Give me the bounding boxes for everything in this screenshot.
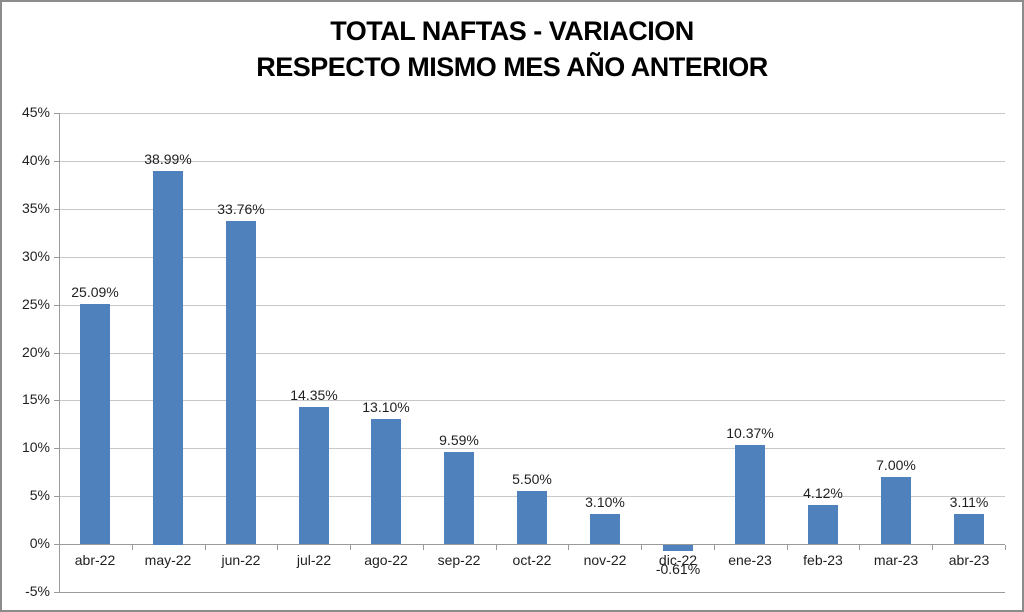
x-axis-label-ene-23: ene-23: [728, 552, 772, 568]
bar-feb-23: [808, 505, 838, 544]
bar-abr-23: [954, 514, 984, 544]
data-label-may-22: 38.99%: [144, 151, 192, 167]
y-gridline: [59, 448, 1005, 449]
data-label-abr-23: 3.11%: [949, 494, 989, 510]
x-axis-label-jul-22: jul-22: [296, 552, 332, 568]
bar-ago-22: [371, 419, 401, 544]
data-label-jun-22: 33.76%: [217, 201, 265, 217]
bar-oct-22: [517, 491, 547, 544]
x-axis-tick: [932, 545, 933, 550]
x-axis-tick: [568, 545, 569, 550]
y-axis-label: 10%: [21, 439, 50, 455]
y-axis-label: 45%: [21, 104, 50, 120]
x-axis-tick: [496, 545, 497, 550]
x-axis-line: [59, 592, 1005, 593]
y-axis-tick: [54, 400, 59, 401]
x-axis-tick: [1005, 545, 1006, 550]
y-gridline: [59, 400, 1005, 401]
x-axis-label-ago-22: ago-22: [364, 552, 408, 568]
x-axis-tick: [859, 545, 860, 550]
x-axis-label-sep-22: sep-22: [437, 552, 481, 568]
data-label-dic-22: -0.61%: [655, 561, 701, 577]
bar-ene-23: [735, 445, 765, 544]
y-gridline: [59, 113, 1005, 114]
x-axis-label-abr-22: abr-22: [74, 552, 116, 568]
x-axis-tick: [132, 545, 133, 550]
x-axis-label-oct-22: oct-22: [512, 552, 552, 568]
y-axis-label: 0%: [29, 535, 50, 551]
x-axis-label-nov-22: nov-22: [583, 552, 627, 568]
bar-jul-22: [299, 407, 329, 544]
x-axis-label-feb-23: feb-23: [803, 552, 843, 568]
data-label-ago-22: 13.10%: [362, 399, 410, 415]
bar-abr-22: [80, 304, 110, 544]
x-axis-label-abr-23: abr-23: [948, 552, 990, 568]
y-axis-label: 5%: [29, 487, 50, 503]
bar-may-22: [153, 171, 183, 545]
y-axis-tick: [54, 496, 59, 497]
y-axis-label: -5%: [25, 583, 50, 599]
data-label-feb-23: 4.12%: [803, 485, 843, 501]
x-axis-tick: [350, 545, 351, 550]
data-label-mar-23: 7.00%: [876, 457, 916, 473]
y-gridline: [59, 257, 1005, 258]
y-gridline: [59, 209, 1005, 210]
bar-sep-22: [444, 452, 474, 544]
y-axis-tick: [54, 353, 59, 354]
y-axis-label: 15%: [21, 391, 50, 407]
bar-dic-22: [663, 545, 693, 551]
chart-title-line-2: RESPECTO MISMO MES AÑO ANTERIOR: [256, 52, 768, 82]
y-axis-tick: [54, 113, 59, 114]
y-axis-tick: [54, 161, 59, 162]
bar-nov-22: [590, 514, 620, 544]
x-axis-tick: [423, 545, 424, 550]
x-axis-tick: [787, 545, 788, 550]
x-axis-label-may-22: may-22: [144, 552, 192, 568]
y-axis-label: 30%: [21, 248, 50, 264]
x-axis-line: [59, 544, 1005, 545]
y-axis-tick: [54, 544, 59, 545]
bar-mar-23: [881, 477, 911, 544]
x-axis-tick: [205, 545, 206, 550]
y-axis-line: [59, 113, 60, 592]
y-axis-tick: [54, 305, 59, 306]
x-axis-label-mar-23: mar-23: [873, 552, 919, 568]
data-label-oct-22: 5.50%: [512, 471, 552, 487]
data-label-sep-22: 9.59%: [439, 432, 479, 448]
x-axis-tick: [59, 545, 60, 550]
x-axis-tick: [277, 545, 278, 550]
data-label-nov-22: 3.10%: [585, 494, 625, 510]
x-axis-label-jun-22: jun-22: [221, 552, 261, 568]
chart-title-line-1: TOTAL NAFTAS - VARIACION: [330, 16, 694, 46]
y-gridline: [59, 305, 1005, 306]
y-axis-tick: [54, 592, 59, 593]
y-axis-label: 20%: [21, 344, 50, 360]
y-axis-tick: [54, 257, 59, 258]
y-axis-label: 25%: [21, 296, 50, 312]
x-axis-tick: [641, 545, 642, 550]
y-axis-tick: [54, 209, 59, 210]
y-axis-tick: [54, 448, 59, 449]
y-gridline: [59, 353, 1005, 354]
x-axis-tick: [714, 545, 715, 550]
data-label-jul-22: 14.35%: [290, 387, 338, 403]
y-gridline: [59, 161, 1005, 162]
data-label-ene-23: 10.37%: [726, 425, 774, 441]
data-label-abr-22: 25.09%: [71, 284, 119, 300]
y-axis-label: 40%: [21, 152, 50, 168]
y-axis-label: 35%: [21, 200, 50, 216]
x-axis-label-dic-22: dic-22: [658, 552, 698, 568]
bar-jun-22: [226, 221, 256, 544]
chart-title: TOTAL NAFTAS - VARIACION RESPECTO MISMO …: [2, 13, 1022, 85]
